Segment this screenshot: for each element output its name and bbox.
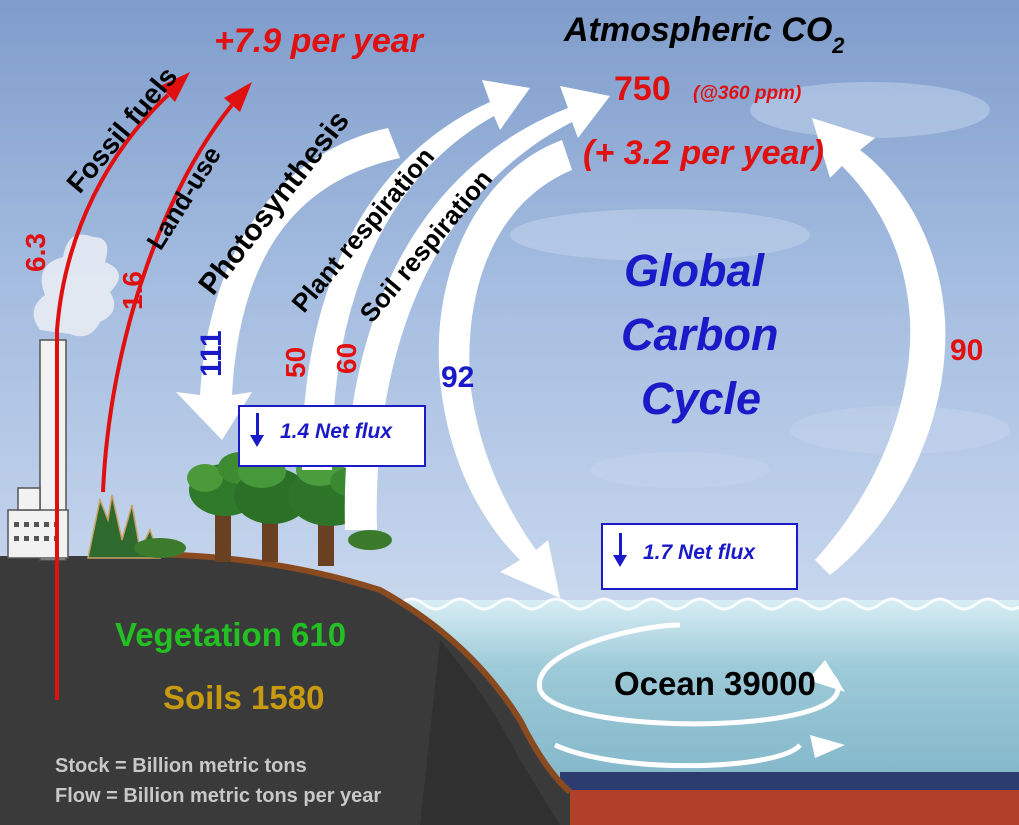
atmosphere-stock: 750 bbox=[614, 70, 671, 108]
legend-flow-unit: Flow = Billion metric tons per year bbox=[55, 785, 382, 807]
atmosphere-title: Atmospheric CO2 bbox=[564, 11, 845, 58]
ocean-net-flux-arrow-icon bbox=[613, 533, 627, 567]
total-emissions: +7.9 per year bbox=[214, 22, 423, 60]
ocean-net-flux-label: 1.7 Net flux bbox=[643, 541, 756, 564]
ocean-release-arrow bbox=[812, 118, 946, 575]
plant-respiration-value: 50 bbox=[280, 346, 311, 378]
ocean-uptake-arrow bbox=[438, 140, 572, 598]
fossil-fuel-emission-arrow bbox=[55, 93, 170, 700]
legend-stock-unit: Stock = Billion metric tons bbox=[55, 755, 307, 777]
ocean-circulation-arrow-return bbox=[553, 742, 802, 769]
ocean-circulation-arrow bbox=[537, 622, 841, 727]
soil-edge bbox=[89, 551, 573, 795]
headline-line-1: Global bbox=[624, 245, 765, 296]
ocean-circulation-arrowhead bbox=[810, 735, 845, 758]
ocean-uptake-value: 92 bbox=[441, 361, 475, 394]
atmosphere-stock-note: (@360 ppm) bbox=[693, 83, 802, 104]
fossil-fuels-value: 6.3 bbox=[20, 233, 51, 272]
atmosphere-title-subscript: 2 bbox=[832, 33, 845, 58]
deep-ocean bbox=[560, 772, 1019, 794]
vegetation-stock: Vegetation 610 bbox=[115, 616, 347, 653]
photosynthesis-arrow bbox=[176, 128, 400, 440]
soil-respiration-arrow bbox=[344, 86, 610, 530]
land-net-flux-arrow-icon bbox=[250, 413, 264, 447]
ocean-release-value: 90 bbox=[950, 334, 984, 367]
atmosphere-annual-change: (+ 3.2 per year) bbox=[583, 134, 824, 172]
land-use-plants bbox=[87, 494, 186, 559]
land-net-flux-label: 1.4 Net flux bbox=[280, 420, 393, 443]
ocean-circulation-arrowhead-2 bbox=[808, 660, 845, 692]
land-net-flux-box: 1.4 Net flux bbox=[238, 405, 426, 467]
ocean-net-flux-box: 1.7 Net flux bbox=[601, 523, 798, 590]
fossil-fuel-arrowhead bbox=[160, 72, 190, 102]
soils-stock: Soils 1580 bbox=[163, 679, 325, 716]
land-use-emission-arrow bbox=[101, 103, 234, 493]
soil-respiration-value: 60 bbox=[331, 342, 362, 374]
headline-line-3: Cycle bbox=[641, 373, 762, 424]
wave-crests bbox=[399, 597, 1019, 611]
land-use-value: 1.6 bbox=[117, 271, 148, 310]
land-use-arrowhead bbox=[224, 82, 252, 112]
ocean-stock: Ocean 39000 bbox=[614, 665, 816, 702]
land-shading bbox=[420, 640, 560, 825]
photosynthesis-value: 111 bbox=[195, 330, 228, 377]
factory bbox=[7, 234, 119, 561]
headline-line-2: Carbon bbox=[621, 309, 779, 360]
